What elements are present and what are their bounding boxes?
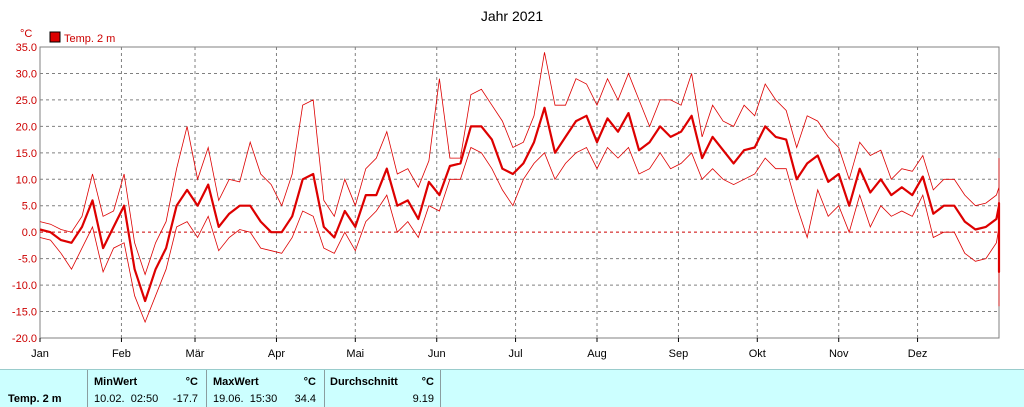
min-unit: °C [185, 376, 198, 388]
x-tick-label: Aug [587, 348, 607, 360]
x-tick-label: Jan [31, 348, 49, 360]
series-min-line [39, 146, 1000, 324]
y-tick-label: -10.0 [12, 280, 37, 292]
series-max-line [39, 52, 1000, 276]
x-tick-label: Nov [829, 348, 849, 360]
y-tick-label: 35.0 [16, 42, 37, 54]
x-tick-labels: Jan Feb Mär Apr Mai Jun Jul Aug Sep Okt Nov Dez [31, 338, 927, 360]
x-tick-label: Sep [669, 348, 689, 360]
footer-avg-cell: Durchschnitt °C 9.19 [325, 370, 441, 407]
y-tick-label: 15.0 [16, 148, 37, 160]
max-unit: °C [303, 376, 316, 388]
x-tick-label: Jun [428, 348, 446, 360]
x-tick-label: Dez [908, 348, 928, 360]
avg-unit: °C [421, 376, 434, 388]
y-tick-label: -20.0 [12, 333, 37, 345]
stats-footer: Temp. 2 m MinWert °C 10.02. 02:50 -17.7 … [0, 369, 1024, 407]
max-datetime: 19.06. 15:30 [213, 393, 278, 405]
series-lines [39, 52, 1001, 324]
x-tick-label: Mär [186, 348, 205, 360]
y-tick-label: -5.0 [18, 254, 37, 266]
y-tick-label: -15.0 [12, 307, 37, 319]
x-tick-label: Jul [509, 348, 523, 360]
y-tick-label: 25.0 [16, 95, 37, 107]
legend-label: Temp. 2 m [64, 33, 115, 45]
footer-series-name: Temp. 2 m [8, 393, 62, 405]
temperature-chart: Jahr 2021 °C Temp. 2 m 35.0 30.0 25.0 20.0 1… [12, 8, 1001, 360]
max-label: MaxWert [213, 376, 259, 388]
x-tick-label: Feb [112, 348, 131, 360]
x-tick-label: Apr [268, 348, 285, 360]
footer-series-cell: Temp. 2 m [0, 370, 88, 407]
x-tick-label: Okt [749, 348, 766, 360]
y-axis-unit: °C [20, 28, 32, 40]
min-label: MinWert [94, 376, 138, 388]
legend-swatch [49, 31, 61, 43]
footer-max-cell: MaxWert °C 19.06. 15:30 34.4 [207, 370, 325, 407]
avg-value: 9.19 [412, 393, 434, 405]
y-tick-label: 0.0 [22, 227, 37, 239]
max-value: 34.4 [294, 393, 316, 405]
grid [40, 47, 999, 338]
y-tick-label: 5.0 [22, 201, 37, 213]
min-datetime: 10.02. 02:50 [94, 393, 159, 405]
chart-title: Jahr 2021 [481, 8, 543, 24]
avg-label: Durchschnitt [330, 376, 398, 388]
y-tick-label: 20.0 [16, 121, 37, 133]
plot-area [39, 46, 1000, 339]
x-tick-label: Mai [346, 348, 364, 360]
series-mean-line [39, 106, 1001, 303]
y-tick-labels: 35.0 30.0 25.0 20.0 15.0 10.0 5.0 0.0 -5.0 -10.0 -… [12, 42, 37, 345]
footer-min-cell: MinWert °C 10.02. 02:50 -17.7 [88, 370, 207, 407]
min-value: -17.7 [172, 393, 198, 405]
y-tick-label: 30.0 [16, 68, 37, 80]
y-tick-label: 10.0 [16, 174, 37, 186]
